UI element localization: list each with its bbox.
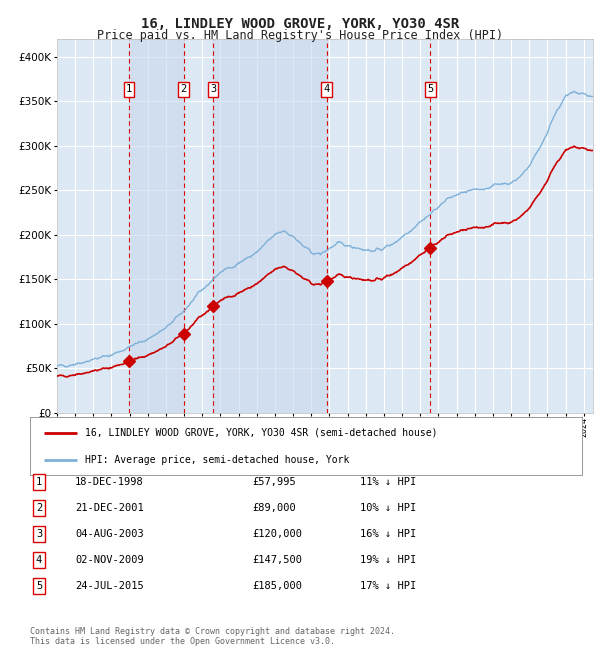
Text: 04-AUG-2003: 04-AUG-2003 — [75, 529, 144, 539]
Text: 1: 1 — [126, 84, 132, 94]
Bar — [213, 39, 326, 413]
Text: 3: 3 — [36, 529, 42, 539]
Text: 10% ↓ HPI: 10% ↓ HPI — [360, 503, 416, 514]
Text: HPI: Average price, semi-detached house, York: HPI: Average price, semi-detached house,… — [85, 455, 350, 465]
Text: Price paid vs. HM Land Registry's House Price Index (HPI): Price paid vs. HM Land Registry's House … — [97, 29, 503, 42]
Text: 1: 1 — [36, 477, 42, 488]
Text: £147,500: £147,500 — [252, 555, 302, 566]
Text: 16% ↓ HPI: 16% ↓ HPI — [360, 529, 416, 539]
Text: 2: 2 — [36, 503, 42, 514]
Text: 5: 5 — [36, 581, 42, 592]
Text: 17% ↓ HPI: 17% ↓ HPI — [360, 581, 416, 592]
Text: 2: 2 — [181, 84, 187, 94]
Text: Contains HM Land Registry data © Crown copyright and database right 2024.: Contains HM Land Registry data © Crown c… — [30, 627, 395, 636]
Text: This data is licensed under the Open Government Licence v3.0.: This data is licensed under the Open Gov… — [30, 637, 335, 646]
Text: £120,000: £120,000 — [252, 529, 302, 539]
Text: 5: 5 — [427, 84, 434, 94]
Text: 4: 4 — [323, 84, 329, 94]
Text: 21-DEC-2001: 21-DEC-2001 — [75, 503, 144, 514]
Text: 4: 4 — [36, 555, 42, 566]
Text: £89,000: £89,000 — [252, 503, 296, 514]
Text: 24-JUL-2015: 24-JUL-2015 — [75, 581, 144, 592]
Text: £57,995: £57,995 — [252, 477, 296, 488]
Bar — [129, 39, 184, 413]
Text: 16, LINDLEY WOOD GROVE, YORK, YO30 4SR: 16, LINDLEY WOOD GROVE, YORK, YO30 4SR — [141, 17, 459, 31]
Text: 02-NOV-2009: 02-NOV-2009 — [75, 555, 144, 566]
Text: 11% ↓ HPI: 11% ↓ HPI — [360, 477, 416, 488]
Text: £185,000: £185,000 — [252, 581, 302, 592]
Text: 16, LINDLEY WOOD GROVE, YORK, YO30 4SR (semi-detached house): 16, LINDLEY WOOD GROVE, YORK, YO30 4SR (… — [85, 428, 438, 437]
Text: 3: 3 — [210, 84, 216, 94]
Text: 18-DEC-1998: 18-DEC-1998 — [75, 477, 144, 488]
Text: 19% ↓ HPI: 19% ↓ HPI — [360, 555, 416, 566]
